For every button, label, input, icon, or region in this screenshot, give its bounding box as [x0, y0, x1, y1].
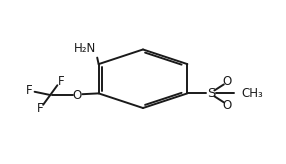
Text: F: F [37, 102, 43, 115]
Text: O: O [73, 89, 82, 102]
Text: O: O [223, 75, 232, 88]
Text: S: S [207, 87, 216, 100]
Text: F: F [58, 75, 65, 88]
Text: O: O [223, 99, 232, 112]
Text: H₂N: H₂N [74, 42, 96, 55]
Text: CH₃: CH₃ [241, 87, 263, 100]
Text: F: F [25, 84, 32, 97]
